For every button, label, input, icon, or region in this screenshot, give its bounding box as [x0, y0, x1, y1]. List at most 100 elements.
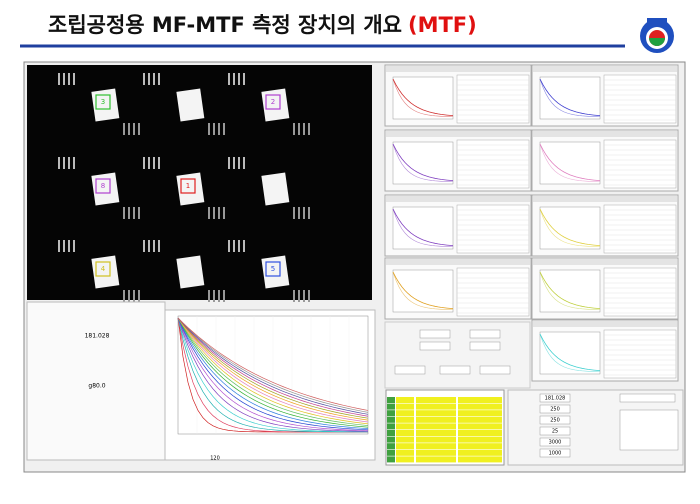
- bar-pattern: [213, 123, 215, 135]
- bar-pattern: [128, 290, 130, 302]
- panel-table: [603, 139, 677, 189]
- bar-pattern: [303, 123, 305, 135]
- bar-pattern: [158, 240, 160, 252]
- table-cell: [387, 456, 395, 463]
- table-cell: [416, 449, 456, 456]
- bar-pattern: [153, 157, 155, 169]
- bar-pattern: [238, 157, 240, 169]
- bar-pattern: [228, 73, 230, 85]
- table-cell: [387, 423, 395, 430]
- settings-field: [539, 448, 571, 458]
- bar-pattern: [128, 207, 130, 219]
- bar-pattern: [148, 157, 150, 169]
- panel-plot: [539, 76, 601, 120]
- target-label: 4: [101, 265, 106, 273]
- control-button: [479, 365, 511, 375]
- table-cell: [396, 416, 414, 423]
- table-cell: [396, 430, 414, 436]
- table-cell: [416, 436, 456, 443]
- target-box: [95, 178, 111, 194]
- panel-table: [456, 74, 530, 124]
- target-plate: [91, 172, 120, 206]
- panel-plot: [539, 141, 601, 185]
- bar-pattern: [153, 73, 155, 85]
- bar-pattern: [303, 290, 305, 302]
- panel-toolbar: [386, 131, 530, 137]
- table-cell: [416, 397, 456, 403]
- mtf-curve: [177, 317, 369, 423]
- bar-pattern: [233, 240, 235, 252]
- mtf-curve: [539, 78, 601, 118]
- target-box: [265, 94, 281, 110]
- mtf-curve: [539, 271, 601, 310]
- bar-pattern: [223, 290, 225, 302]
- title-highlight: (MTF): [408, 13, 477, 37]
- table-cell: [458, 410, 502, 417]
- bar-pattern: [63, 73, 65, 85]
- control-button: [394, 365, 426, 375]
- mtf-curve: [539, 208, 601, 248]
- mtf-curve: [177, 317, 369, 432]
- mtf-curve: [392, 143, 454, 183]
- bar-pattern: [123, 207, 125, 219]
- mtf-curve: [392, 78, 454, 118]
- bar-pattern: [308, 290, 310, 302]
- bar-pattern: [218, 290, 220, 302]
- bar-pattern: [58, 157, 60, 169]
- bar-pattern: [158, 73, 160, 85]
- bar-pattern: [298, 207, 300, 219]
- panel-plot: [539, 206, 601, 250]
- target-plate: [176, 255, 205, 289]
- control-area: [384, 321, 531, 389]
- bar-pattern: [213, 290, 215, 302]
- table-cell: [396, 397, 414, 403]
- bar-pattern: [238, 240, 240, 252]
- bar-pattern: [123, 290, 125, 302]
- bar-pattern: [63, 240, 65, 252]
- target-box: [180, 178, 196, 194]
- table-cell: [416, 443, 456, 450]
- target-plate: [261, 172, 290, 206]
- logo-bar: [647, 18, 667, 24]
- bar-pattern: [138, 207, 140, 219]
- table-cell: [387, 403, 395, 410]
- mtf-curve: [539, 208, 601, 247]
- mtf-curve: [177, 317, 369, 419]
- bar-pattern: [208, 123, 210, 135]
- panel-toolbar: [533, 196, 677, 202]
- left-form: [26, 301, 166, 461]
- bar-pattern: [218, 123, 220, 135]
- panel-plot: [392, 206, 454, 250]
- table-cell: [396, 449, 414, 456]
- table-cell: [458, 416, 502, 423]
- panel-toolbar: [386, 66, 530, 72]
- table-cell: [387, 416, 395, 423]
- table-cell: [387, 449, 395, 456]
- table-cell: [458, 456, 502, 463]
- bar-pattern: [68, 240, 70, 252]
- mtf-curve: [392, 208, 454, 248]
- bar-pattern: [243, 73, 245, 85]
- target-plate: [91, 255, 120, 289]
- bar-pattern: [133, 207, 135, 219]
- panel-plot: [392, 269, 454, 313]
- bar-pattern: [63, 157, 65, 169]
- target-label: 8: [101, 182, 105, 190]
- target-box: [265, 261, 281, 277]
- panel-plot: [392, 76, 454, 120]
- table-cell: [416, 416, 456, 423]
- target-plate: [261, 255, 290, 289]
- panel-table: [603, 329, 677, 379]
- bar-pattern: [143, 240, 145, 252]
- table-cell: [396, 423, 414, 430]
- mtf-curve: [539, 333, 601, 372]
- max-frequency: 120: [210, 456, 220, 462]
- bar-pattern: [68, 73, 70, 85]
- bar-pattern: [293, 290, 295, 302]
- settings-box: [619, 409, 679, 451]
- control-button: [469, 329, 501, 339]
- bar-pattern: [228, 240, 230, 252]
- settings-value: 25: [552, 429, 558, 435]
- mtf-curve: [177, 317, 369, 415]
